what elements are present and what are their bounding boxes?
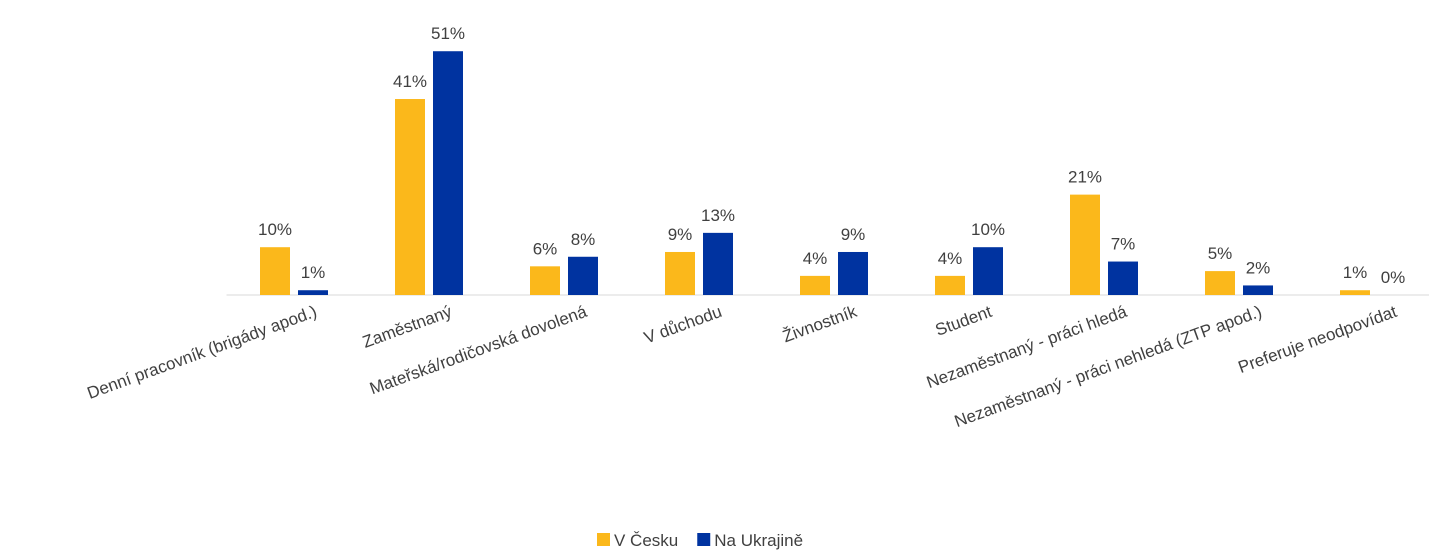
x-tick-label: Mateřská/rodičovská dovolená [367, 302, 590, 399]
data-label: 5% [1208, 244, 1233, 263]
data-label: 8% [571, 230, 596, 249]
legend-swatch [697, 533, 711, 546]
data-label: 1% [1343, 263, 1368, 282]
data-label: 10% [971, 220, 1005, 239]
bar [433, 51, 463, 295]
legend-swatch [597, 533, 610, 546]
bar [800, 275, 830, 295]
legend-label: V Česku [614, 531, 678, 550]
bar [1205, 271, 1235, 295]
x-tick-label: Student [933, 302, 995, 340]
data-label: 2% [1246, 258, 1271, 277]
data-label: 21% [1068, 168, 1102, 187]
bar [1108, 261, 1138, 295]
data-label: 10% [258, 220, 292, 239]
bar [1243, 285, 1273, 295]
bar [298, 290, 328, 295]
data-label: 51% [431, 24, 465, 43]
x-tick-label: Denní pracovník (brigády apod.) [85, 302, 320, 403]
x-tick-label: Zaměstnaný [360, 302, 455, 352]
bar [568, 256, 598, 295]
legend-label: Na Ukrajině [714, 531, 803, 550]
data-label: 0% [1381, 268, 1406, 287]
bar [703, 232, 733, 295]
data-label: 4% [803, 249, 828, 268]
bar [1340, 290, 1370, 295]
bar [665, 251, 695, 295]
data-label: 7% [1111, 235, 1136, 254]
bar [395, 99, 425, 296]
x-tick-label: Živnostník [780, 302, 860, 347]
x-tick-label: V důchodu [641, 302, 724, 348]
data-label: 9% [668, 225, 693, 244]
data-label: 6% [533, 239, 558, 258]
bar [260, 247, 290, 295]
bar [1070, 194, 1100, 295]
data-label: 41% [393, 72, 427, 91]
data-label: 1% [301, 263, 326, 282]
bar [530, 266, 560, 295]
bar [973, 247, 1003, 295]
bar [935, 275, 965, 295]
data-label: 9% [841, 225, 866, 244]
data-label: 13% [701, 206, 735, 225]
data-label: 4% [938, 249, 963, 268]
bar [838, 251, 868, 295]
